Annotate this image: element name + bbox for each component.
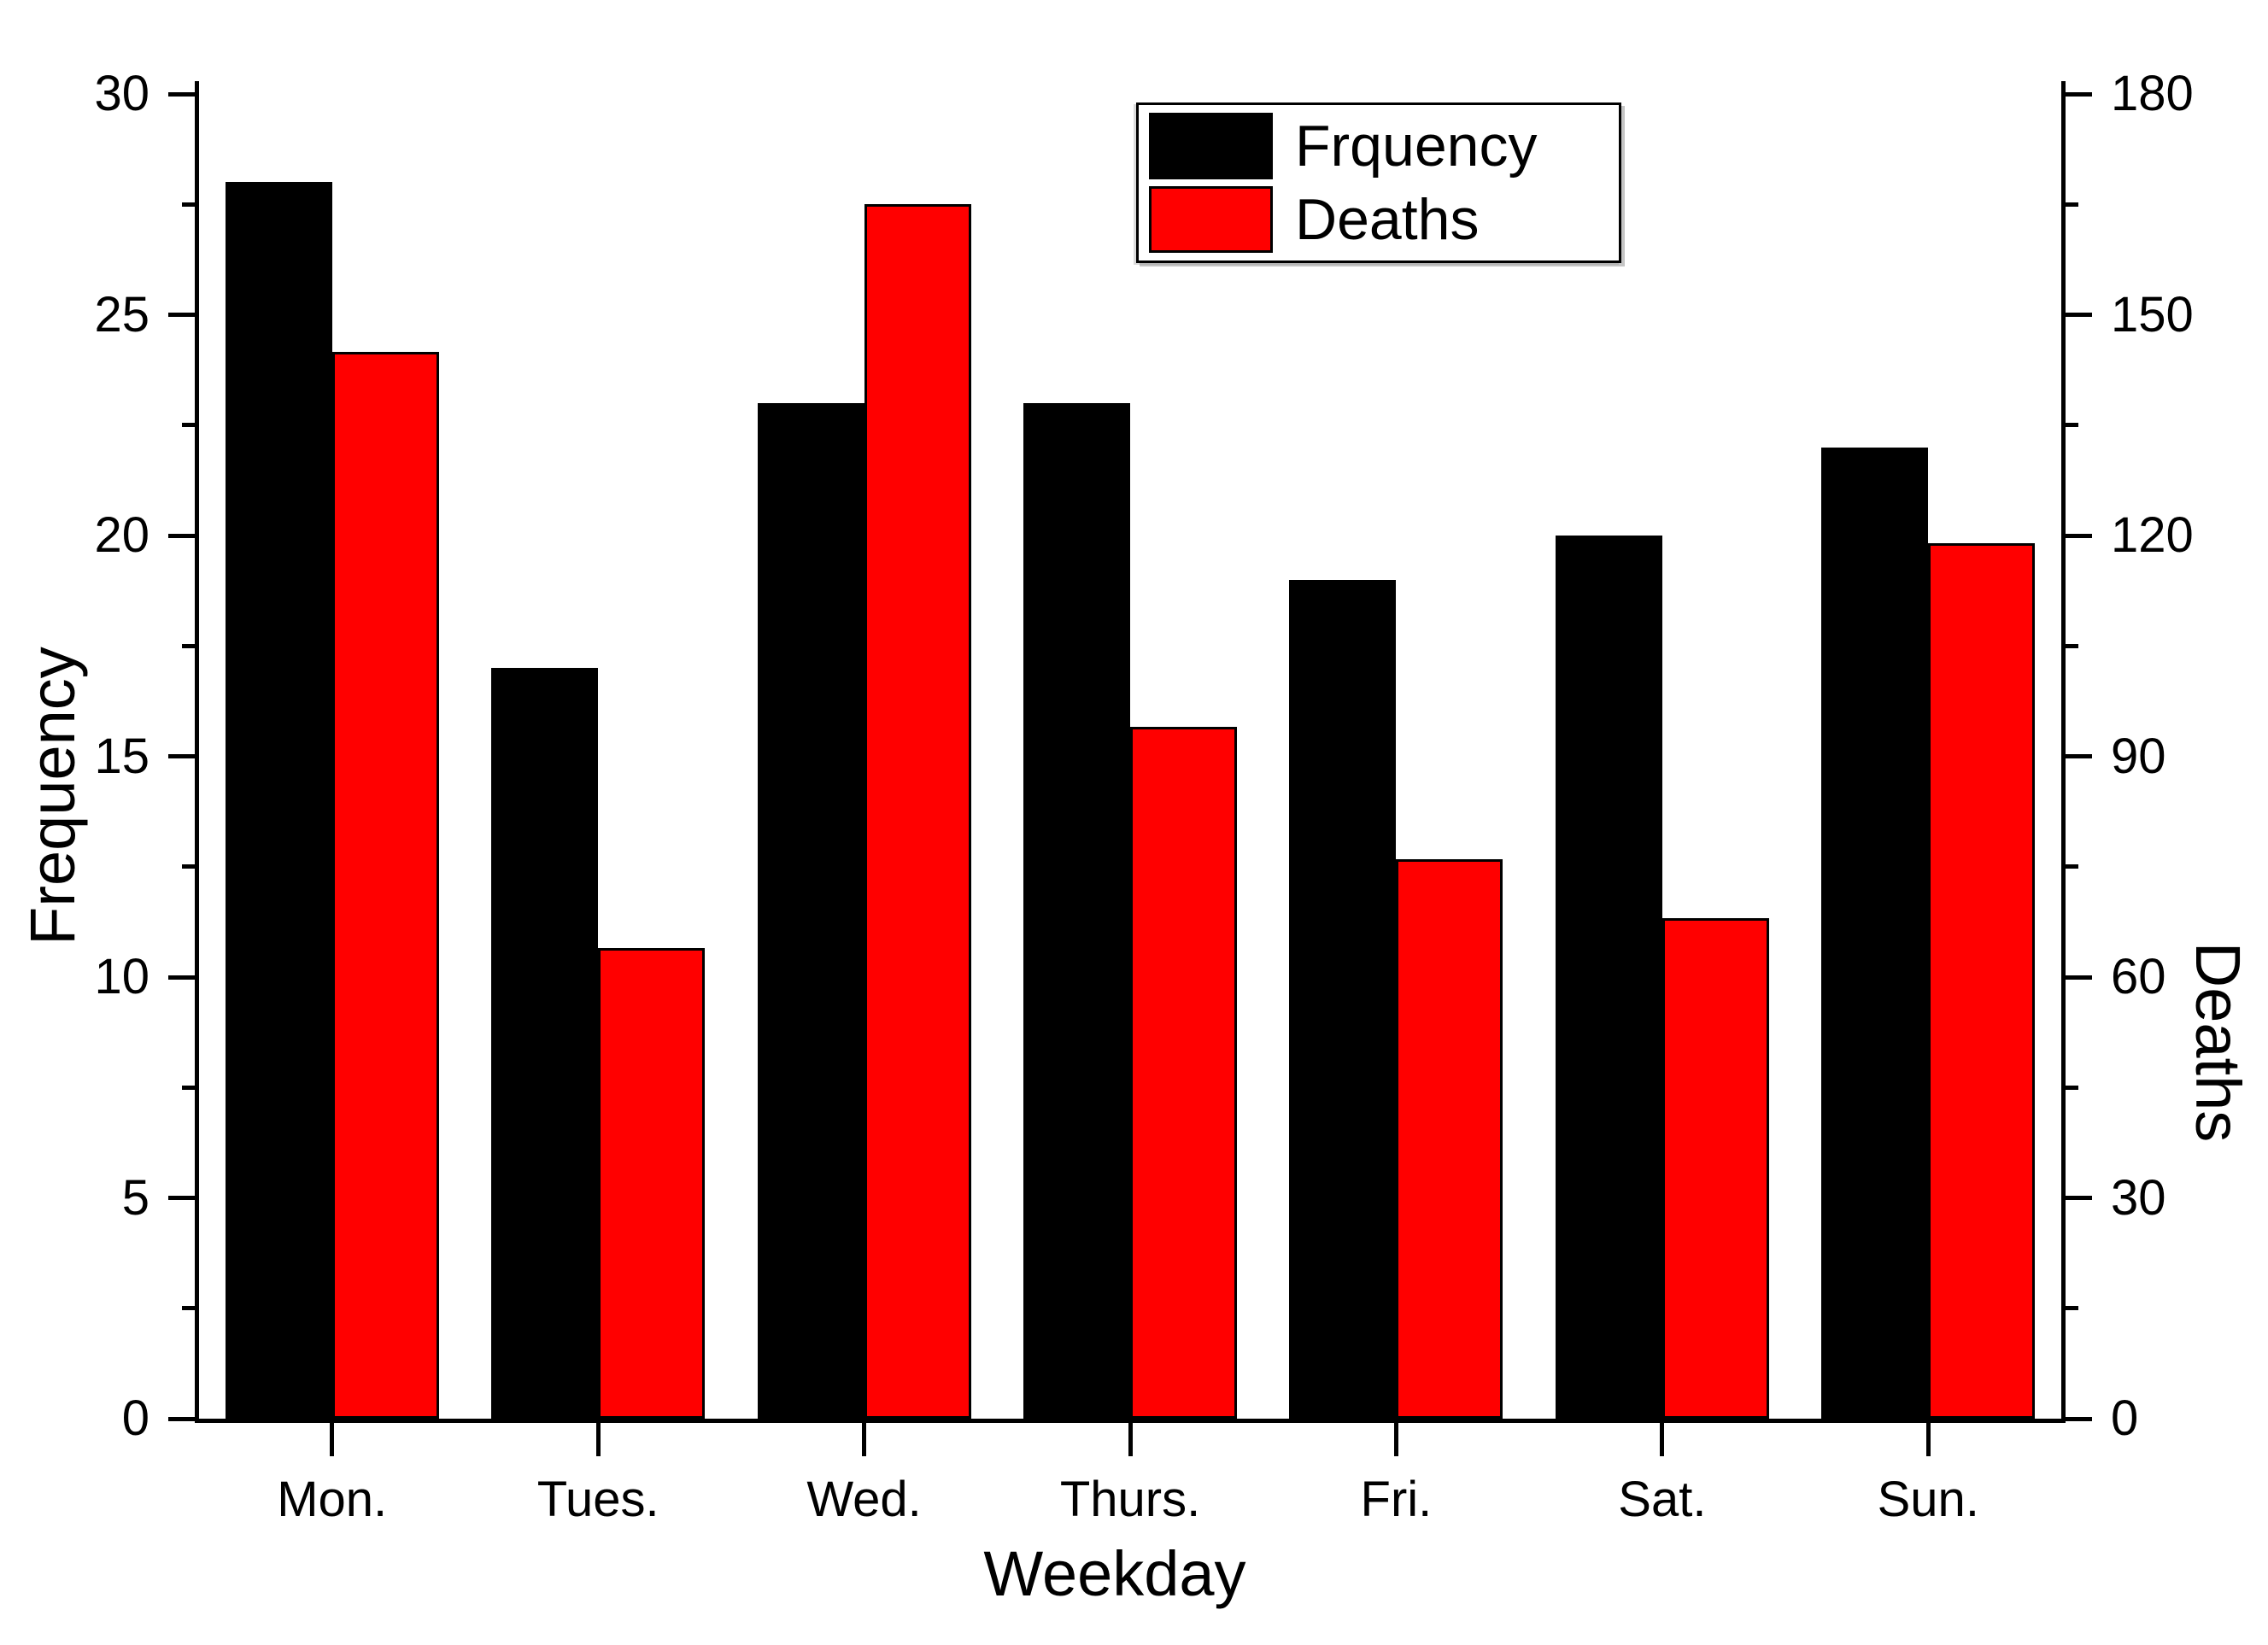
bar-deaths-sun (1928, 542, 2036, 1419)
left-minor-tick-2.5 (182, 1306, 199, 1311)
x-tick-sat (1660, 1419, 1665, 1456)
bar-frequency-sun (1821, 447, 1929, 1419)
x-tick-label-sat: Sat. (1618, 1472, 1707, 1527)
legend-row-deaths: Deaths (1139, 186, 1619, 254)
bar-frequency-mon (225, 182, 332, 1419)
x-tick-wed (862, 1419, 867, 1456)
legend-swatch-frequency (1149, 112, 1273, 179)
left-tick-label-20: 20 (94, 507, 149, 563)
right-major-tick-180 (2061, 91, 2092, 97)
right-tick-label-120: 120 (2111, 507, 2194, 563)
right-minor-tick-105 (2061, 643, 2078, 648)
left-major-tick-30 (168, 91, 199, 97)
x-tick-label-sun: Sun. (1877, 1472, 1979, 1527)
right-major-tick-0 (2061, 1416, 2092, 1421)
bar-frequency-wed (757, 402, 864, 1419)
x-tick-thurs (1128, 1419, 1133, 1456)
right-tick-label-180: 180 (2111, 66, 2194, 121)
left-tick-label-10: 10 (94, 949, 149, 1004)
right-tick-label-30: 30 (2111, 1169, 2166, 1226)
x-tick-label-fri: Fri. (1360, 1472, 1433, 1527)
bar-deaths-fri (1396, 859, 1503, 1419)
legend-label-deaths: Deaths (1295, 187, 1480, 253)
right-major-tick-60 (2061, 975, 2092, 980)
legend-swatch-deaths (1149, 186, 1273, 254)
x-tick-label-wed: Wed. (806, 1472, 922, 1527)
bar-frequency-tues (491, 668, 599, 1419)
x-tick-tues (595, 1419, 601, 1456)
bar-deaths-mon (331, 351, 439, 1419)
left-axis-spine (195, 81, 199, 1423)
left-major-tick-0 (168, 1416, 199, 1421)
left-minor-tick-7.5 (182, 1085, 199, 1090)
x-tick-label-thurs: Thurs. (1059, 1472, 1201, 1527)
right-axis-spine (2061, 81, 2066, 1423)
x-tick-fri (1393, 1419, 1398, 1456)
left-major-tick-10 (168, 975, 199, 980)
right-major-tick-90 (2061, 754, 2092, 758)
left-axis-title: Frequency (17, 647, 88, 945)
x-axis-spine (195, 1419, 2066, 1423)
legend-row-frequency: Frquency (1139, 112, 1619, 179)
right-minor-tick-15 (2061, 1306, 2078, 1311)
right-tick-label-90: 90 (2111, 728, 2166, 784)
right-major-tick-150 (2061, 313, 2092, 317)
left-major-tick-25 (168, 313, 199, 317)
right-minor-tick-165 (2061, 202, 2078, 207)
left-tick-label-0: 0 (121, 1390, 149, 1446)
x-tick-label-tues: Tues. (536, 1472, 659, 1527)
right-axis-title: Deaths (2183, 941, 2253, 1143)
left-tick-label-15: 15 (94, 728, 149, 784)
right-minor-tick-75 (2061, 864, 2078, 869)
right-minor-tick-45 (2061, 1085, 2078, 1090)
x-tick-sun (1925, 1419, 1931, 1456)
left-minor-tick-12.5 (182, 864, 199, 869)
left-major-tick-20 (168, 533, 199, 538)
left-tick-label-5: 5 (121, 1169, 149, 1226)
legend: Frquency Deaths (1136, 102, 1621, 263)
right-major-tick-120 (2061, 533, 2092, 538)
left-tick-label-30: 30 (94, 66, 149, 121)
left-minor-tick-27.5 (182, 202, 199, 207)
bar-frequency-sat (1555, 536, 1662, 1419)
left-major-tick-15 (168, 754, 199, 758)
right-minor-tick-135 (2061, 423, 2078, 428)
bar-frequency-thurs (1023, 402, 1130, 1419)
x-axis-title: Weekday (983, 1538, 1246, 1609)
left-major-tick-5 (168, 1196, 199, 1200)
legend-label-frequency: Frquency (1295, 113, 1538, 179)
left-minor-tick-17.5 (182, 643, 199, 648)
x-tick-label-mon: Mon. (277, 1472, 388, 1527)
right-tick-label-150: 150 (2111, 286, 2194, 342)
bar-deaths-wed (864, 204, 971, 1419)
left-minor-tick-22.5 (182, 423, 199, 428)
right-tick-label-0: 0 (2111, 1390, 2139, 1446)
bar-deaths-thurs (1130, 727, 1237, 1419)
right-major-tick-30 (2061, 1196, 2092, 1200)
left-tick-label-25: 25 (94, 286, 149, 342)
bar-deaths-sat (1661, 918, 1769, 1419)
x-tick-mon (330, 1419, 335, 1456)
bar-deaths-tues (598, 947, 706, 1419)
bar-frequency-fri (1289, 579, 1397, 1419)
right-tick-label-60: 60 (2111, 949, 2166, 1004)
